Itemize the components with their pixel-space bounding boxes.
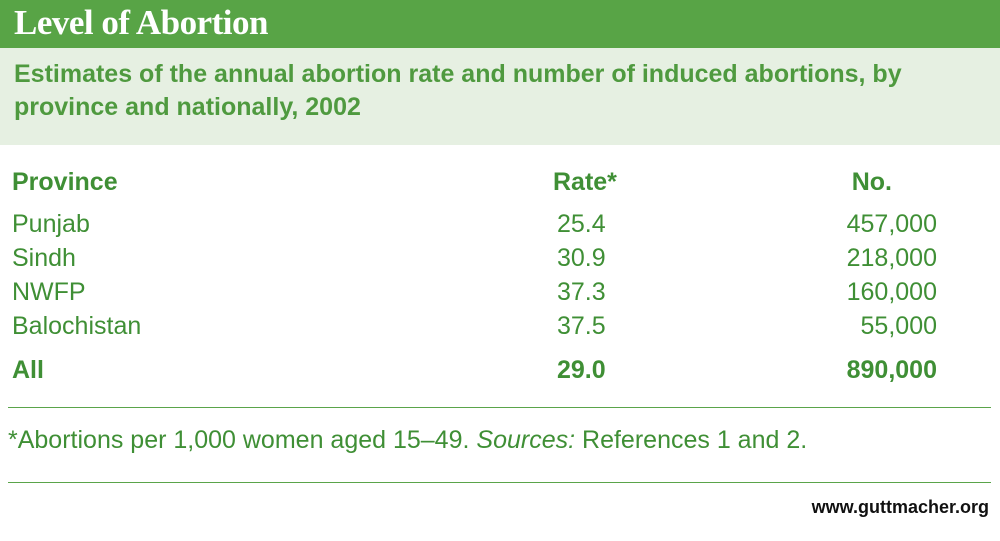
footnote: *Abortions per 1,000 women aged 15–49. S… [8,426,807,455]
website-url: www.guttmacher.org [811,497,989,517]
table-row-province: Balochistan [12,312,142,340]
footnote-sources-label: Sources: [476,426,576,454]
total-row-label: All [12,356,44,384]
table-row-number: 160,000 [846,278,937,306]
chart-subtitle: Estimates of the annual abortion rate an… [14,60,902,121]
table-row-rate: 37.3 [557,278,606,306]
table-row-rate: 25.4 [557,210,606,238]
column-header-number: No. [851,168,892,196]
total-row-rate: 29.0 [557,356,606,384]
table-row-rate: 37.5 [557,312,606,340]
table-row-number: 457,000 [846,210,937,238]
column-header-province: Province [12,168,118,196]
subtitle-band: Estimates of the annual abortion rate an… [0,48,1000,145]
title-bar: Level of Abortion [0,0,1000,48]
footer-divider [8,482,991,483]
footnote-sources-text: References 1 and 2. [582,426,808,454]
chart-title: Level of Abortion [14,3,268,42]
table-row-province: NWFP [12,278,86,306]
table-row-province: Sindh [12,244,76,272]
table-row-number: 55,000 [860,312,937,340]
table-row-province: Punjab [12,210,90,238]
column-header-rate: Rate* [553,168,617,196]
total-row-number: 890,000 [846,356,937,384]
table-divider [8,407,991,408]
footnote-note: *Abortions per 1,000 women aged 15–49. [8,426,470,454]
table-row-rate: 30.9 [557,244,606,272]
table-row-number: 218,000 [846,244,937,272]
